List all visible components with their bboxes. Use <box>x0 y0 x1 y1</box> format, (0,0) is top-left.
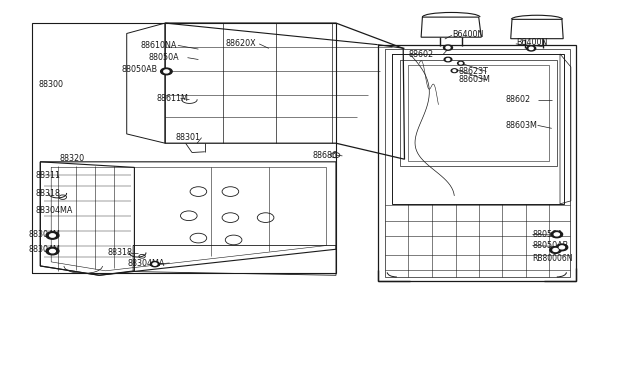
Circle shape <box>529 47 533 49</box>
Circle shape <box>444 57 452 62</box>
Text: 88304M: 88304M <box>28 230 60 239</box>
Circle shape <box>46 232 59 239</box>
Text: 88603M: 88603M <box>458 76 490 84</box>
Text: 88602: 88602 <box>408 50 433 59</box>
Text: 88318: 88318 <box>36 189 61 198</box>
Circle shape <box>446 46 450 49</box>
Circle shape <box>554 233 559 236</box>
Text: 88610NA: 88610NA <box>141 41 177 50</box>
Circle shape <box>153 263 157 265</box>
Text: 88304M: 88304M <box>28 246 60 254</box>
Text: 88304MA: 88304MA <box>128 259 165 267</box>
Circle shape <box>161 68 172 75</box>
Text: 88301: 88301 <box>176 133 201 142</box>
Text: 88300: 88300 <box>38 80 63 89</box>
Circle shape <box>527 46 536 51</box>
Text: RB80006N: RB80006N <box>532 254 573 263</box>
Circle shape <box>460 62 462 64</box>
Text: 88623T: 88623T <box>458 67 488 76</box>
Circle shape <box>451 69 458 73</box>
Text: 88050A: 88050A <box>532 230 563 239</box>
Circle shape <box>150 262 159 267</box>
Text: 88611M: 88611M <box>157 94 189 103</box>
Circle shape <box>444 45 452 50</box>
Text: 88050AB: 88050AB <box>122 65 157 74</box>
Text: 88602: 88602 <box>506 95 531 104</box>
Circle shape <box>46 247 59 255</box>
Text: 88620X: 88620X <box>225 39 256 48</box>
Text: 88320: 88320 <box>60 154 84 163</box>
Circle shape <box>559 246 564 249</box>
Circle shape <box>550 247 561 253</box>
Circle shape <box>164 70 169 73</box>
Circle shape <box>556 244 568 251</box>
Circle shape <box>458 61 464 65</box>
Text: 88603M: 88603M <box>506 121 538 130</box>
Text: 88318: 88318 <box>108 248 132 257</box>
Text: B6400N: B6400N <box>516 38 547 47</box>
Text: 88304MA: 88304MA <box>36 206 73 215</box>
Circle shape <box>50 234 56 237</box>
Circle shape <box>446 58 450 61</box>
Circle shape <box>453 70 456 71</box>
Circle shape <box>551 231 563 238</box>
Circle shape <box>50 249 56 253</box>
Text: B6400N: B6400N <box>452 30 483 39</box>
Circle shape <box>553 248 558 251</box>
Text: 88686: 88686 <box>312 151 337 160</box>
Text: 88311: 88311 <box>36 171 61 180</box>
Text: 88050AB: 88050AB <box>532 241 568 250</box>
Text: 88050A: 88050A <box>148 53 179 62</box>
